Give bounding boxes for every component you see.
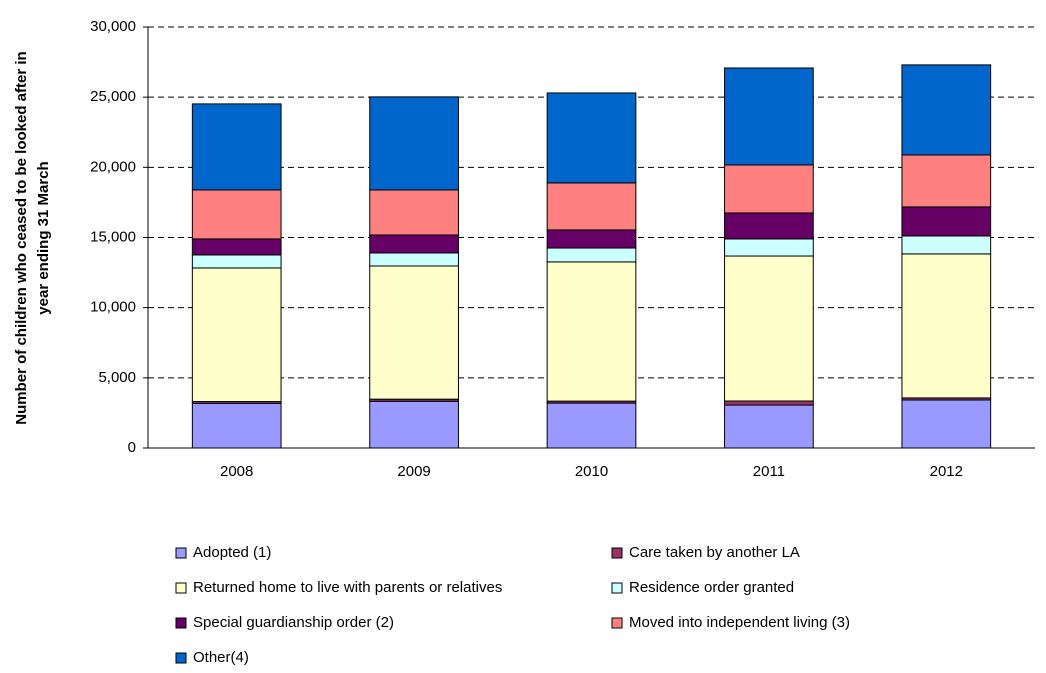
bar-segment — [724, 400, 814, 406]
bar-segment — [369, 96, 459, 191]
bar-segment — [191, 402, 282, 449]
bar-segment — [724, 238, 814, 257]
bar-segment — [901, 206, 992, 237]
bar-segment — [901, 253, 992, 399]
bar-segment — [901, 64, 992, 156]
legend-swatch — [175, 617, 187, 629]
y-axis-label: year ending 31 March — [35, 161, 52, 314]
bar-segment — [191, 189, 282, 240]
bar-segment — [724, 404, 814, 449]
bar-segment — [369, 400, 459, 449]
bar-segment — [546, 229, 637, 249]
bar-segment — [369, 265, 459, 400]
bar-segment — [546, 402, 637, 449]
bar-segment — [546, 247, 637, 263]
bar-segment — [724, 164, 814, 214]
y-tick-label: 25,000 — [90, 88, 136, 105]
bar-segment — [901, 235, 992, 255]
y-tick-label: 0 — [128, 439, 136, 456]
legend-label: Care taken by another LA — [629, 544, 800, 561]
x-tick-label: 2012 — [930, 463, 963, 480]
bar-segment — [724, 67, 814, 166]
legend-label: Returned home to live with parents or re… — [193, 579, 502, 596]
y-tick-label: 20,000 — [90, 158, 136, 175]
legend-label: Other(4) — [193, 649, 249, 666]
legend-label: Special guardianship order (2) — [193, 614, 394, 631]
y-tick-label: 10,000 — [90, 299, 136, 316]
legend-swatch — [175, 582, 187, 594]
bar-segment — [369, 234, 459, 254]
bar-segment — [369, 189, 459, 236]
legend-swatch — [611, 547, 623, 559]
bar-segment — [369, 252, 459, 267]
bar-segment — [546, 261, 637, 402]
bar-segment — [546, 182, 637, 231]
legend-label: Residence order granted — [629, 579, 794, 596]
y-tick-label: 5,000 — [98, 369, 136, 386]
x-tick-label: 2011 — [753, 463, 785, 480]
bar-segment — [724, 212, 814, 240]
legend-swatch — [175, 652, 187, 664]
bar-segment — [546, 92, 637, 184]
legend-swatch — [175, 547, 187, 559]
legend-swatch — [611, 617, 623, 629]
y-axis-label: Number of children who ceased to be look… — [13, 51, 30, 424]
legend-label: Moved into independent living (3) — [629, 614, 850, 631]
legend-swatch — [611, 582, 623, 594]
bar-segment — [191, 238, 282, 256]
bar-segment — [191, 267, 282, 403]
bar-segment — [901, 154, 992, 208]
bar-segment — [901, 399, 992, 449]
legend-label: Adopted (1) — [193, 544, 271, 561]
bar-segment — [191, 103, 282, 191]
bar-segment — [724, 255, 814, 402]
y-tick-label: 15,000 — [90, 228, 136, 245]
x-tick-label: 2010 — [575, 463, 608, 480]
x-tick-label: 2009 — [397, 463, 430, 480]
bar-segment — [191, 254, 282, 269]
x-tick-label: 2008 — [220, 463, 253, 480]
y-tick-label: 30,000 — [90, 18, 136, 35]
